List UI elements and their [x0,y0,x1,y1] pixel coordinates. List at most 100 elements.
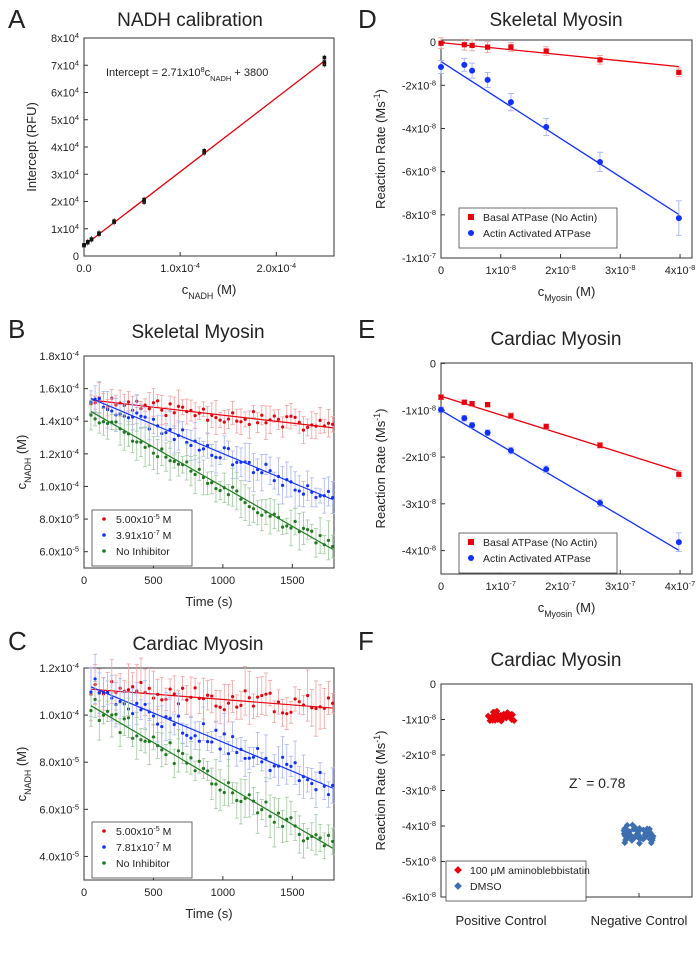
x-tick-label: 0.0 [76,263,91,275]
data-point [218,705,222,709]
data-point [218,747,222,751]
data-point [306,693,310,698]
text-part: 2x10 [51,197,75,209]
chart-title: Skeletal Myosin [131,322,264,343]
text-part: 8.0x10 [39,514,72,526]
data-point [314,833,318,837]
data-point [231,695,235,699]
text-part: -5 [153,825,159,833]
text-part: Time (s) [185,906,232,921]
y-tick-label: 3x104 [51,167,79,182]
data-point [297,700,301,704]
data-point [214,455,218,459]
text-part: 4 [75,31,79,40]
text-part: 2x10 [545,265,569,277]
x-tick-label: 1000 [211,575,235,587]
data-point [110,409,114,413]
text-part: -8 [429,819,436,828]
data-point [168,687,172,691]
data-point [210,782,214,786]
legend-entry-label: Basal ATPase (No Actin) [483,537,597,549]
text-part: ) [373,89,388,93]
data-point [268,814,272,818]
text-part: 4x10 [665,265,689,277]
data-point [101,713,106,717]
data-point [235,460,239,464]
data-point [139,414,143,418]
data-point [193,734,197,738]
data-point [93,697,97,702]
data-point [276,811,281,815]
data-point [635,827,643,835]
data-point [293,519,297,524]
data-point [151,714,156,718]
x-tick-label: 2x10-7 [545,579,576,594]
data-point [318,533,322,538]
chart-title: Skeletal Myosin [489,10,622,31]
data-point [139,708,143,712]
text-part: -8 [429,748,436,757]
data-point [484,429,491,436]
text-part: 0.0 [76,263,91,275]
y-tick-label: -3x10-8 [402,783,436,798]
data-point [189,736,193,740]
text-part: 4 [75,221,79,230]
data-point [156,399,160,403]
legend-box [458,207,618,249]
panel-letter-b: B [8,314,25,344]
text-part: 1.0x10 [39,481,72,493]
text-part: -4 [72,349,79,358]
data-point [281,755,285,759]
text-part: 1.0x10 [39,710,72,722]
data-point [89,709,93,713]
data-point [201,407,206,411]
data-point [256,811,260,815]
data-point [331,495,335,500]
data-point [172,692,176,696]
text-part: -8 [429,121,436,130]
data-point [151,401,156,405]
text-part: Basal ATPase (No Actin) [483,537,597,549]
chart-cardiac-myosin-rate: 0-1x10-8-2x10-8-3x10-8-4x10-80 1x10-7 2x10… [372,329,695,619]
x-axis-label: Time (s) [185,594,232,609]
data-point [201,447,206,451]
text-part: -8 [429,854,436,863]
text-part: 500 [144,887,162,899]
data-point [135,440,139,444]
text-part: (M) [572,284,595,299]
y-tick-label: -2x10-8 [402,78,436,93]
data-point [326,489,331,494]
data-point [235,798,239,803]
data-point [239,420,243,424]
data-point [210,694,214,698]
text-part: 4 [75,167,79,176]
data-point [226,493,231,497]
data-point [301,839,306,843]
data-point [276,700,281,704]
data-point [176,749,181,753]
data-point [629,821,636,829]
text-part: -4 [72,708,79,717]
data-point [151,417,156,421]
data-point [243,689,247,693]
text-part: -4 [289,261,296,270]
text-part: ) [373,409,388,413]
x-tick-label: 1.0x10-4 [160,261,200,276]
category-label: Positive Control [455,913,546,928]
y-tick-label: -5x10-8 [402,854,436,869]
data-point [260,693,264,698]
data-point [264,692,268,696]
data-point [85,240,90,244]
text-part: -1 [372,735,382,743]
text-part: NADH [23,770,33,795]
data-point [675,539,682,546]
data-point [247,422,251,427]
x-tick-label: 3x10-8 [605,263,636,278]
data-point [469,67,476,74]
data-point [301,526,306,530]
y-tick-label: 4x104 [51,140,79,155]
data-point [210,740,214,744]
data-point [93,677,97,681]
data-point [222,446,226,450]
text-part: 1.6x10 [39,384,72,396]
